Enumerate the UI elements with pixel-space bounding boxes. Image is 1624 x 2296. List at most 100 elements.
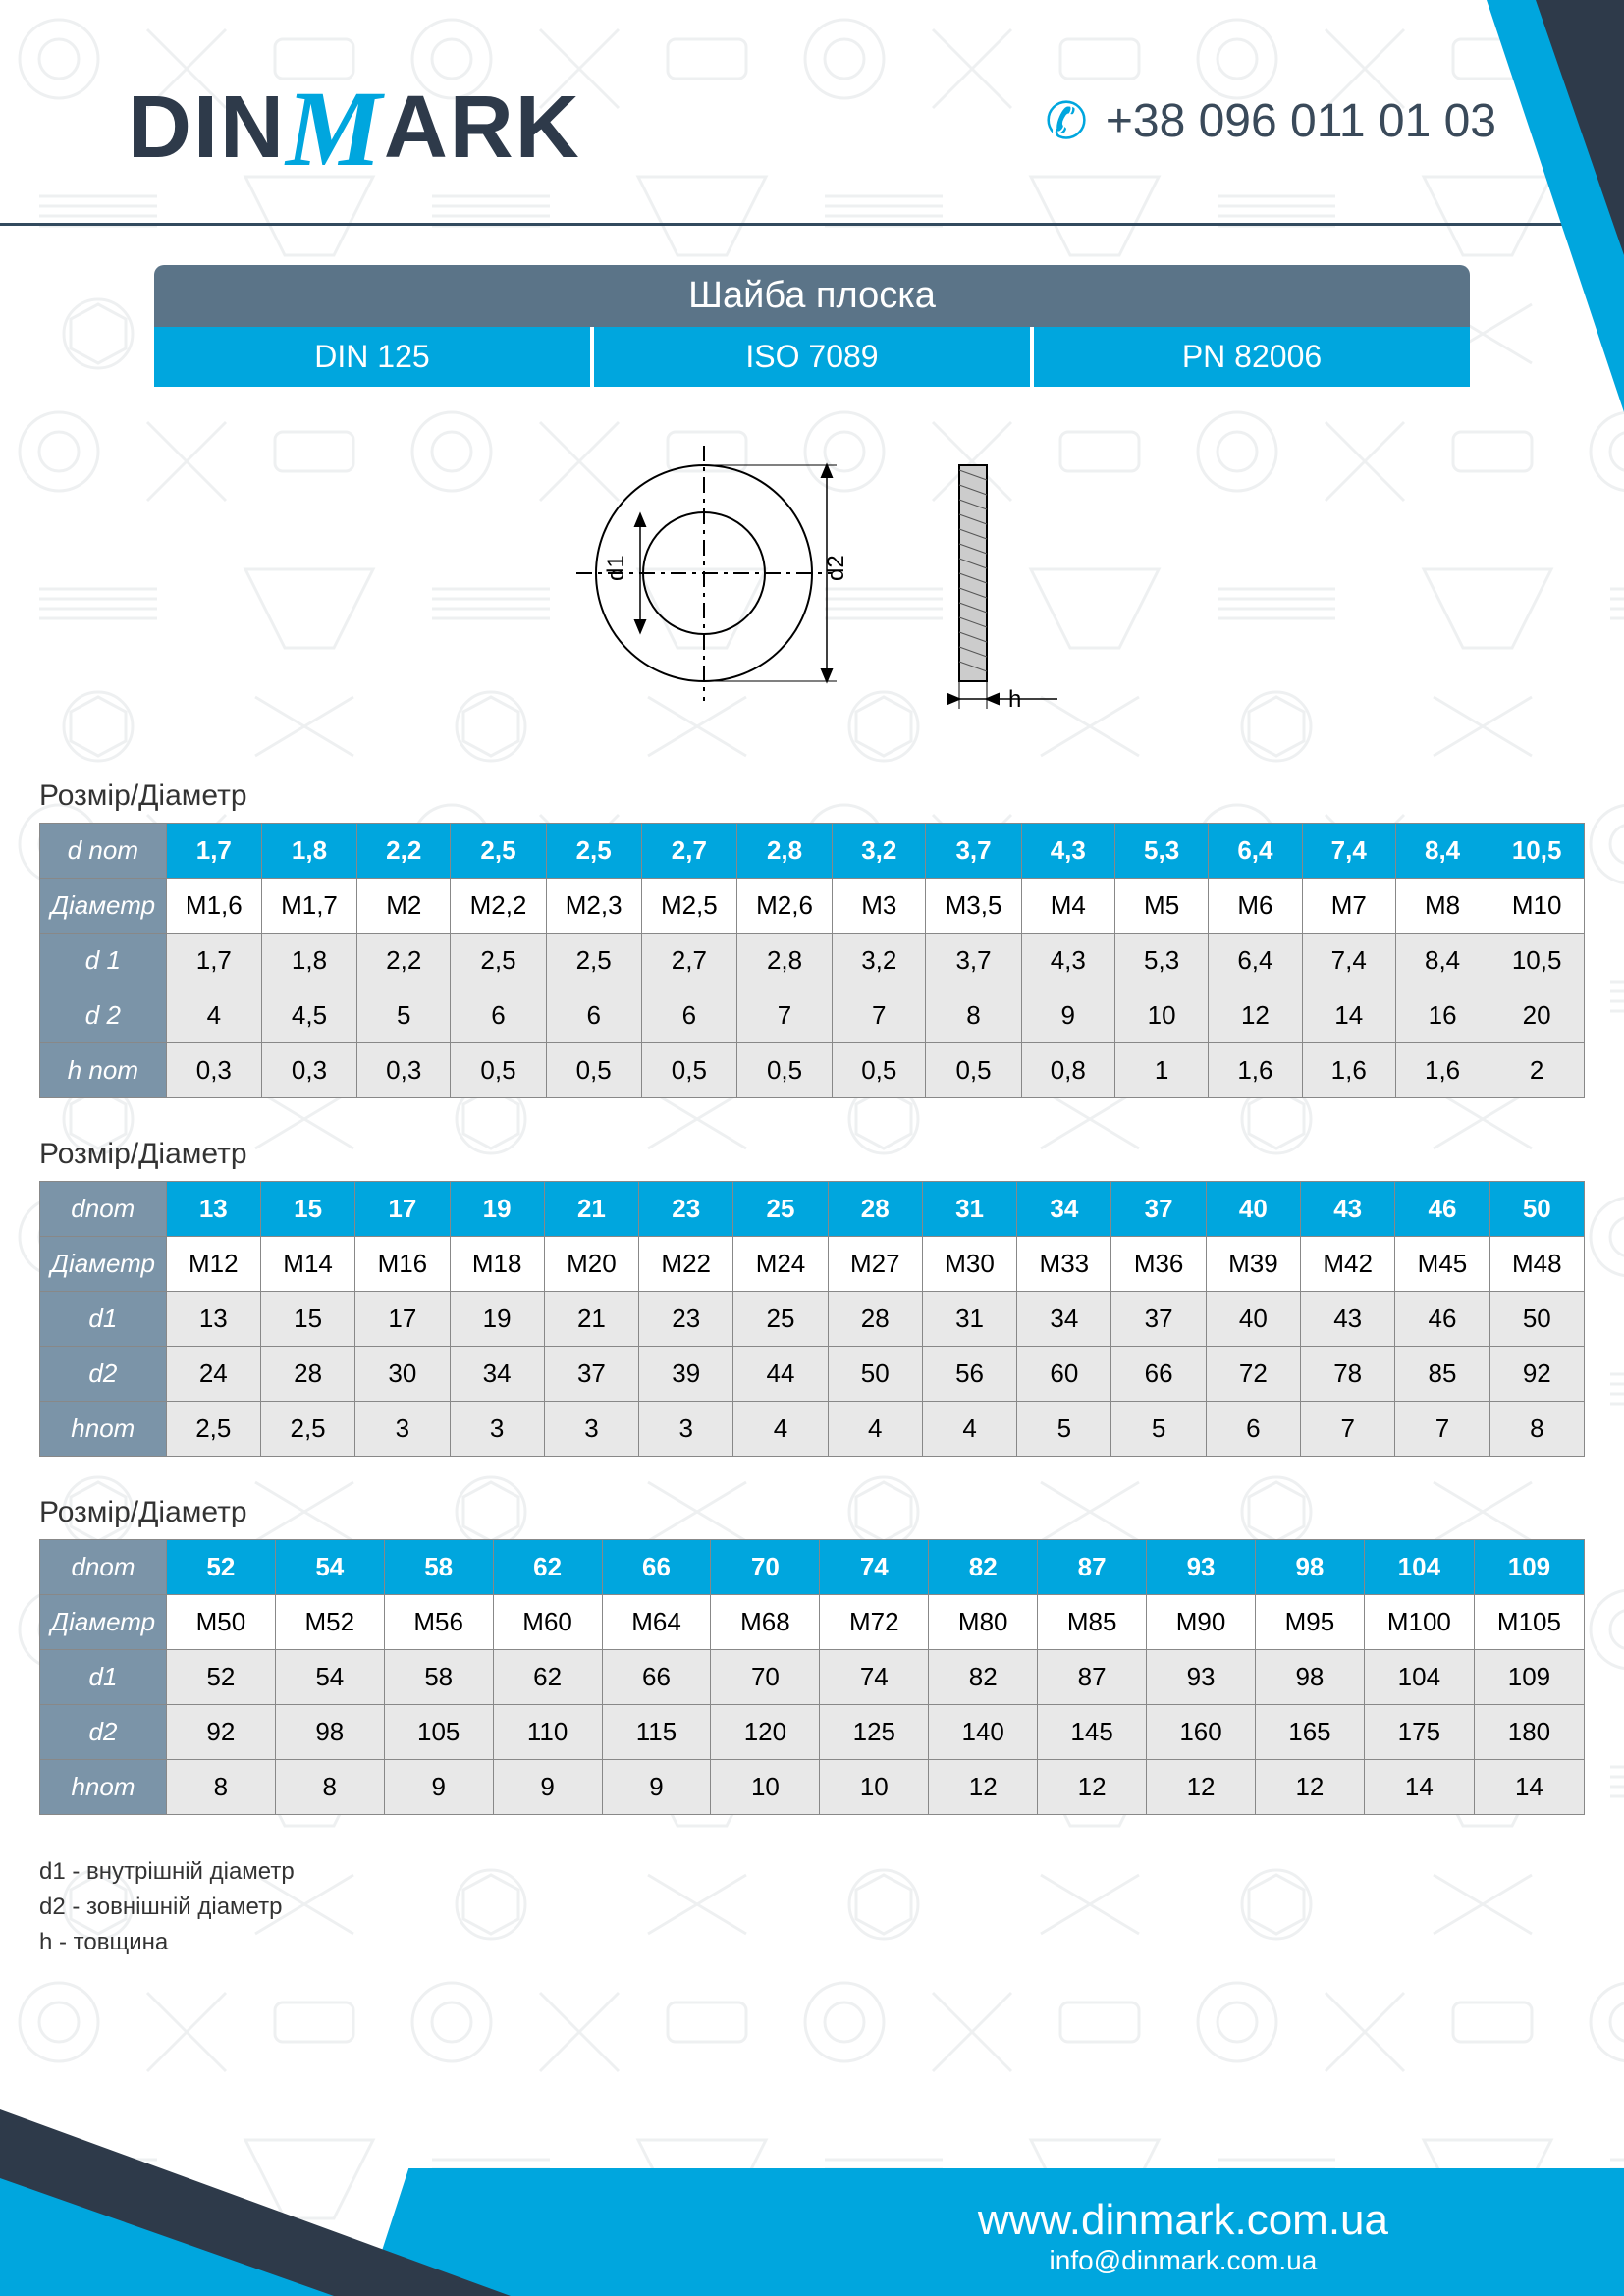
- table-cell: 1,6: [1395, 1043, 1489, 1098]
- table-cell: 3,2: [833, 934, 926, 988]
- table-cell: 62: [493, 1540, 602, 1595]
- table-cell: M1,7: [261, 879, 356, 934]
- legend-d1: d1 - внутрішній діаметр: [39, 1854, 1624, 1890]
- table-cell: 87: [1038, 1650, 1147, 1705]
- table-cell: M1,6: [166, 879, 261, 934]
- table-cell: 2,5: [166, 1402, 260, 1457]
- table-cell: 109: [1474, 1650, 1584, 1705]
- table-cell: 39: [639, 1347, 733, 1402]
- table-cell: 7,4: [1302, 824, 1395, 879]
- table-cell: 6: [1206, 1402, 1300, 1457]
- table-cell: 43: [1301, 1182, 1395, 1237]
- section-title: Розмір/Діаметр: [39, 1138, 1624, 1171]
- table-cell: 3: [544, 1402, 638, 1457]
- table-cell: 92: [1489, 1347, 1584, 1402]
- table-cell: 87: [1038, 1540, 1147, 1595]
- table-cell: 1: [1114, 1043, 1208, 1098]
- table-cell: 43: [1301, 1292, 1395, 1347]
- table-cell: 1,8: [261, 824, 356, 879]
- table-cell: 2,5: [546, 824, 641, 879]
- table-cell: 14: [1364, 1760, 1474, 1815]
- table-cell: 2,7: [641, 824, 736, 879]
- table-cell: 1,8: [261, 934, 356, 988]
- table-cell: M72: [820, 1595, 929, 1650]
- table-cell: 3: [450, 1402, 544, 1457]
- table-cell: 14: [1302, 988, 1395, 1043]
- table-cell: 104: [1364, 1650, 1474, 1705]
- table-cell: 50: [1489, 1292, 1584, 1347]
- table-cell: 4,3: [1021, 934, 1114, 988]
- table-cell: 6,4: [1209, 934, 1302, 988]
- table-cell: 50: [1489, 1182, 1584, 1237]
- table-cell: 78: [1301, 1347, 1395, 1402]
- table-cell: 0,3: [357, 1043, 451, 1098]
- table-cell: 17: [355, 1182, 450, 1237]
- table-cell: 2,5: [260, 1402, 354, 1457]
- table-cell: 0,5: [926, 1043, 1021, 1098]
- row-label: hnom: [40, 1760, 167, 1815]
- table-cell: M105: [1474, 1595, 1584, 1650]
- table-cell: M3: [833, 879, 926, 934]
- table-cell: 160: [1147, 1705, 1256, 1760]
- table-cell: M2,6: [736, 879, 832, 934]
- table-cell: 5: [357, 988, 451, 1043]
- table-cell: 93: [1147, 1650, 1256, 1705]
- table-cell: 16: [1395, 988, 1489, 1043]
- table-cell: 74: [820, 1650, 929, 1705]
- size-table-1: d nom1,71,82,22,52,52,72,83,23,74,35,36,…: [39, 823, 1585, 1098]
- table-cell: 2,2: [357, 824, 451, 879]
- row-label: d 2: [40, 988, 167, 1043]
- table-cell: 6: [641, 988, 736, 1043]
- table-cell: M64: [602, 1595, 711, 1650]
- table-cell: 14: [1474, 1760, 1584, 1815]
- table-cell: 5: [1017, 1402, 1111, 1457]
- table-cell: M16: [355, 1237, 450, 1292]
- table-cell: 6: [451, 988, 546, 1043]
- table-cell: 9: [1021, 988, 1114, 1043]
- table-cell: M2,3: [546, 879, 641, 934]
- table-cell: M2,5: [641, 879, 736, 934]
- table-cell: 0,5: [833, 1043, 926, 1098]
- row-label: d2: [40, 1705, 167, 1760]
- table-cell: 2,5: [546, 934, 641, 988]
- table-cell: M80: [929, 1595, 1038, 1650]
- table-cell: M95: [1255, 1595, 1364, 1650]
- table-cell: 28: [260, 1347, 354, 1402]
- table-cell: M24: [733, 1237, 828, 1292]
- table-cell: 60: [1017, 1347, 1111, 1402]
- table-cell: 13: [166, 1182, 260, 1237]
- washer-diagram: d1 d2: [498, 436, 1126, 711]
- table-cell: 0,5: [451, 1043, 546, 1098]
- table-cell: 40: [1206, 1292, 1300, 1347]
- table-cell: 140: [929, 1705, 1038, 1760]
- table-cell: M100: [1364, 1595, 1474, 1650]
- table-cell: 3,7: [926, 824, 1021, 879]
- table-cell: 2,8: [736, 934, 832, 988]
- table-cell: M5: [1114, 879, 1208, 934]
- logo: DINMARK: [128, 59, 581, 184]
- table-cell: 44: [733, 1347, 828, 1402]
- table-cell: 92: [166, 1705, 275, 1760]
- table-cell: 10: [820, 1760, 929, 1815]
- table-cell: 72: [1206, 1347, 1300, 1402]
- table-cell: M30: [922, 1237, 1016, 1292]
- table-cell: M4: [1021, 879, 1114, 934]
- table-cell: 10: [711, 1760, 820, 1815]
- table-cell: 37: [544, 1347, 638, 1402]
- standard-din: DIN 125: [154, 327, 590, 387]
- size-table-3: dnom5254586266707482879398104109ДіаметрM…: [39, 1539, 1585, 1815]
- table-cell: 23: [639, 1292, 733, 1347]
- table-cell: 13: [166, 1292, 260, 1347]
- table-cell: 9: [493, 1760, 602, 1815]
- table-cell: 12: [1209, 988, 1302, 1043]
- svg-text:d2: d2: [823, 555, 849, 581]
- table-cell: 125: [820, 1705, 929, 1760]
- table-cell: 2: [1489, 1043, 1585, 1098]
- table-cell: 46: [1395, 1292, 1489, 1347]
- table-cell: 7: [1301, 1402, 1395, 1457]
- table-cell: 7,4: [1302, 934, 1395, 988]
- table-cell: M10: [1489, 879, 1585, 934]
- table-cell: 82: [929, 1650, 1038, 1705]
- table-cell: 5,3: [1114, 934, 1208, 988]
- table-cell: 7: [1395, 1402, 1489, 1457]
